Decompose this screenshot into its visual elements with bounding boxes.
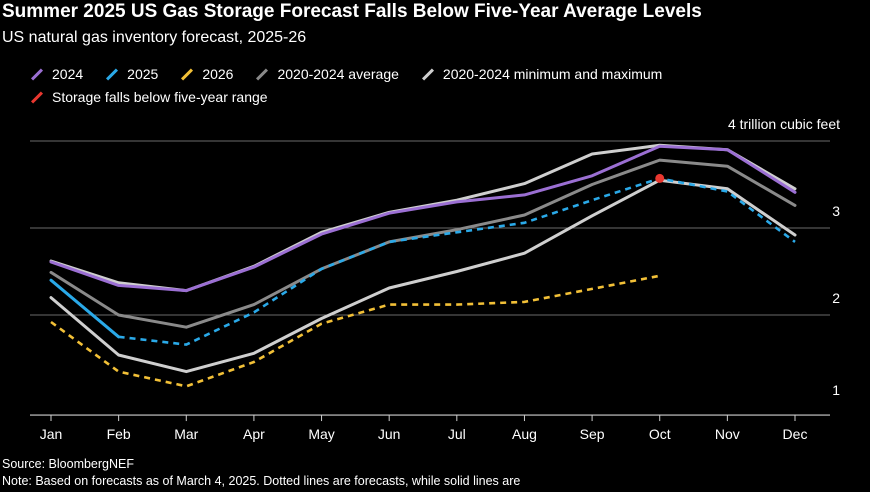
legend-item-2025: 2025: [105, 66, 158, 82]
y-tick-label-4: 4 trillion cubic feet: [728, 116, 840, 132]
marker-storage-falls-below-five-year-range: [655, 173, 665, 183]
legend-row-1: 2024 2025 2026 2020-2024 average 2020-20…: [30, 64, 684, 84]
y-tick-label-2: 2: [832, 290, 840, 306]
legend-item-2024: 2024: [30, 66, 83, 82]
legend-row-2: Storage falls below five-year range: [30, 87, 290, 107]
series-line-2025-actual: [49, 278, 121, 339]
x-tick-label-jan: Jan: [40, 426, 63, 442]
x-tick-label-dec: Dec: [783, 426, 808, 442]
chart-title: Summer 2025 US Gas Storage Forecast Fall…: [2, 1, 702, 22]
x-tick-label-aug: Aug: [512, 426, 537, 442]
y-tick-label-1: 1: [832, 382, 840, 398]
series-line-2024: [49, 144, 797, 293]
legend-label-min-max: 2020-2024 minimum and maximum: [442, 66, 663, 82]
x-tick-label-mar: Mar: [174, 426, 198, 442]
legend-label-average: 2020-2024 average: [277, 66, 399, 82]
series-line-2020-2024-maximum: [49, 143, 797, 293]
legend-item-below-range: Storage falls below five-year range: [30, 89, 268, 105]
legend-item-min-max: 2020-2024 minimum and maximum: [421, 66, 662, 82]
y-tick-label-3: 3: [832, 203, 840, 219]
x-tick-label-oct: Oct: [649, 426, 671, 442]
series-line-2025-forecast: [118, 177, 796, 346]
legend-item-average: 2020-2024 average: [255, 66, 399, 82]
legend-label-2025: 2025: [127, 66, 159, 82]
chart-subtitle: US natural gas inventory forecast, 2025-…: [2, 29, 307, 46]
x-tick-label-jul: Jul: [448, 426, 466, 442]
footer-note: Note: Based on forecasts as of March 4, …: [2, 474, 521, 488]
x-tick-label-feb: Feb: [107, 426, 131, 442]
legend-item-2026: 2026: [180, 66, 233, 82]
x-tick-label-apr: Apr: [243, 426, 265, 442]
series-line-2020-2024-average: [49, 158, 797, 329]
x-tick-label-may: May: [308, 426, 334, 442]
x-tick-label-nov: Nov: [715, 426, 740, 442]
legend-label-below-range: Storage falls below five-year range: [52, 89, 268, 105]
x-tick-label-sep: Sep: [580, 426, 605, 442]
x-tick-label-jun: Jun: [378, 426, 401, 442]
footer-source: Source: BloombergNEF: [2, 457, 135, 471]
legend-label-2024: 2024: [52, 66, 84, 82]
series-line-2026-forecast: [50, 274, 660, 388]
legend-label-2026: 2026: [202, 66, 234, 82]
